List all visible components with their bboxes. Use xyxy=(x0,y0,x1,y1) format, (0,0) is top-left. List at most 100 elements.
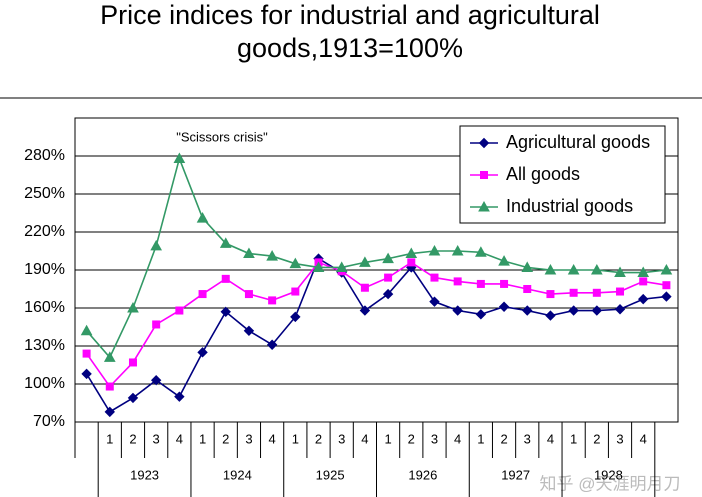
y-tick-label: 160% xyxy=(24,299,65,316)
series-line xyxy=(85,261,667,388)
data-point xyxy=(660,263,673,275)
data-point xyxy=(592,288,601,297)
data-point xyxy=(174,391,185,402)
data-point xyxy=(243,325,255,337)
legend-marker xyxy=(480,171,488,179)
data-point xyxy=(127,392,139,404)
x-group-label: 1926 xyxy=(408,467,437,482)
watermark: 知乎 @天涯明月刀 xyxy=(540,474,681,493)
data-point xyxy=(221,274,230,283)
x-tick-label: 3 xyxy=(153,431,160,446)
data-point xyxy=(150,374,162,386)
data-point xyxy=(614,266,626,278)
x-tick-label: 1 xyxy=(384,431,391,446)
data-point xyxy=(523,285,532,293)
data-point xyxy=(128,358,137,367)
data-point xyxy=(198,290,207,299)
data-point xyxy=(382,288,394,300)
data-point xyxy=(639,277,648,286)
data-point xyxy=(614,304,626,315)
data-point xyxy=(662,281,671,290)
legend-label: All goods xyxy=(506,164,580,184)
data-point xyxy=(104,406,115,418)
data-point xyxy=(266,339,278,350)
x-tick-label: 4 xyxy=(269,431,276,446)
data-point xyxy=(567,263,580,275)
y-tick-label: 250% xyxy=(24,185,65,202)
data-point xyxy=(430,273,439,282)
data-point xyxy=(80,324,93,336)
data-point xyxy=(522,305,533,316)
data-point xyxy=(82,349,91,358)
data-point xyxy=(453,277,462,286)
data-point xyxy=(244,290,253,299)
data-point xyxy=(335,261,348,272)
x-tick-label: 3 xyxy=(338,431,345,446)
x-group-label: 1927 xyxy=(501,467,530,482)
data-point xyxy=(661,291,672,302)
x-tick-label: 4 xyxy=(547,431,554,446)
series-line xyxy=(85,257,667,413)
data-point xyxy=(590,263,603,275)
y-tick-label: 190% xyxy=(24,261,65,278)
data-point xyxy=(219,237,232,248)
data-point xyxy=(405,247,418,259)
x-tick-label: 3 xyxy=(431,431,438,446)
data-point xyxy=(81,368,92,380)
y-tick-label: 130% xyxy=(24,337,65,354)
data-point xyxy=(475,246,487,257)
data-point xyxy=(105,382,114,391)
data-point xyxy=(476,279,485,288)
x-tick-label: 4 xyxy=(176,431,183,446)
legend-label: Industrial goods xyxy=(506,196,633,216)
data-point xyxy=(545,310,556,321)
x-tick-label: 4 xyxy=(361,431,368,446)
data-point xyxy=(360,283,369,292)
data-point xyxy=(289,257,302,269)
data-point xyxy=(568,305,579,316)
x-tick-label: 2 xyxy=(315,431,322,446)
data-point xyxy=(220,306,231,318)
x-tick-label: 3 xyxy=(245,431,252,446)
x-group-label: 1928 xyxy=(594,467,623,482)
y-tick-label: 280% xyxy=(24,147,65,164)
x-tick-label: 2 xyxy=(500,431,507,446)
x-tick-label: 4 xyxy=(454,431,461,446)
data-point xyxy=(637,266,650,278)
data-point xyxy=(521,261,534,272)
data-point xyxy=(268,296,277,305)
data-point xyxy=(500,279,509,288)
data-point xyxy=(382,252,394,264)
x-tick-label: 2 xyxy=(593,431,600,446)
chart-title: goods,1913=100% xyxy=(237,33,463,63)
chart-title: Price indices for industrial and agricul… xyxy=(100,0,600,30)
data-point xyxy=(127,301,139,313)
data-point xyxy=(638,293,649,305)
data-point xyxy=(384,273,393,282)
x-tick-label: 1 xyxy=(292,431,299,446)
x-tick-label: 1 xyxy=(199,431,206,446)
data-point xyxy=(546,290,555,299)
y-tick-label: 70% xyxy=(33,413,65,430)
y-tick-label: 100% xyxy=(24,375,65,392)
x-tick-label: 3 xyxy=(524,431,531,446)
x-tick-label: 1 xyxy=(477,431,484,446)
data-point xyxy=(544,263,557,275)
data-point xyxy=(197,347,208,358)
data-point xyxy=(152,320,161,329)
legend-marker xyxy=(478,137,490,149)
data-point xyxy=(428,244,441,256)
x-tick-label: 4 xyxy=(640,431,647,446)
data-point xyxy=(150,239,163,251)
legend-label: Agricultural goods xyxy=(506,132,650,152)
data-point xyxy=(175,306,184,315)
data-point xyxy=(196,212,209,223)
data-point xyxy=(103,351,116,362)
legend-marker xyxy=(478,200,490,212)
x-tick-label: 1 xyxy=(570,431,577,446)
data-point xyxy=(243,247,255,259)
data-point xyxy=(290,311,301,323)
data-point xyxy=(291,287,300,296)
x-group-label: 1924 xyxy=(223,467,252,482)
data-point xyxy=(498,301,510,312)
